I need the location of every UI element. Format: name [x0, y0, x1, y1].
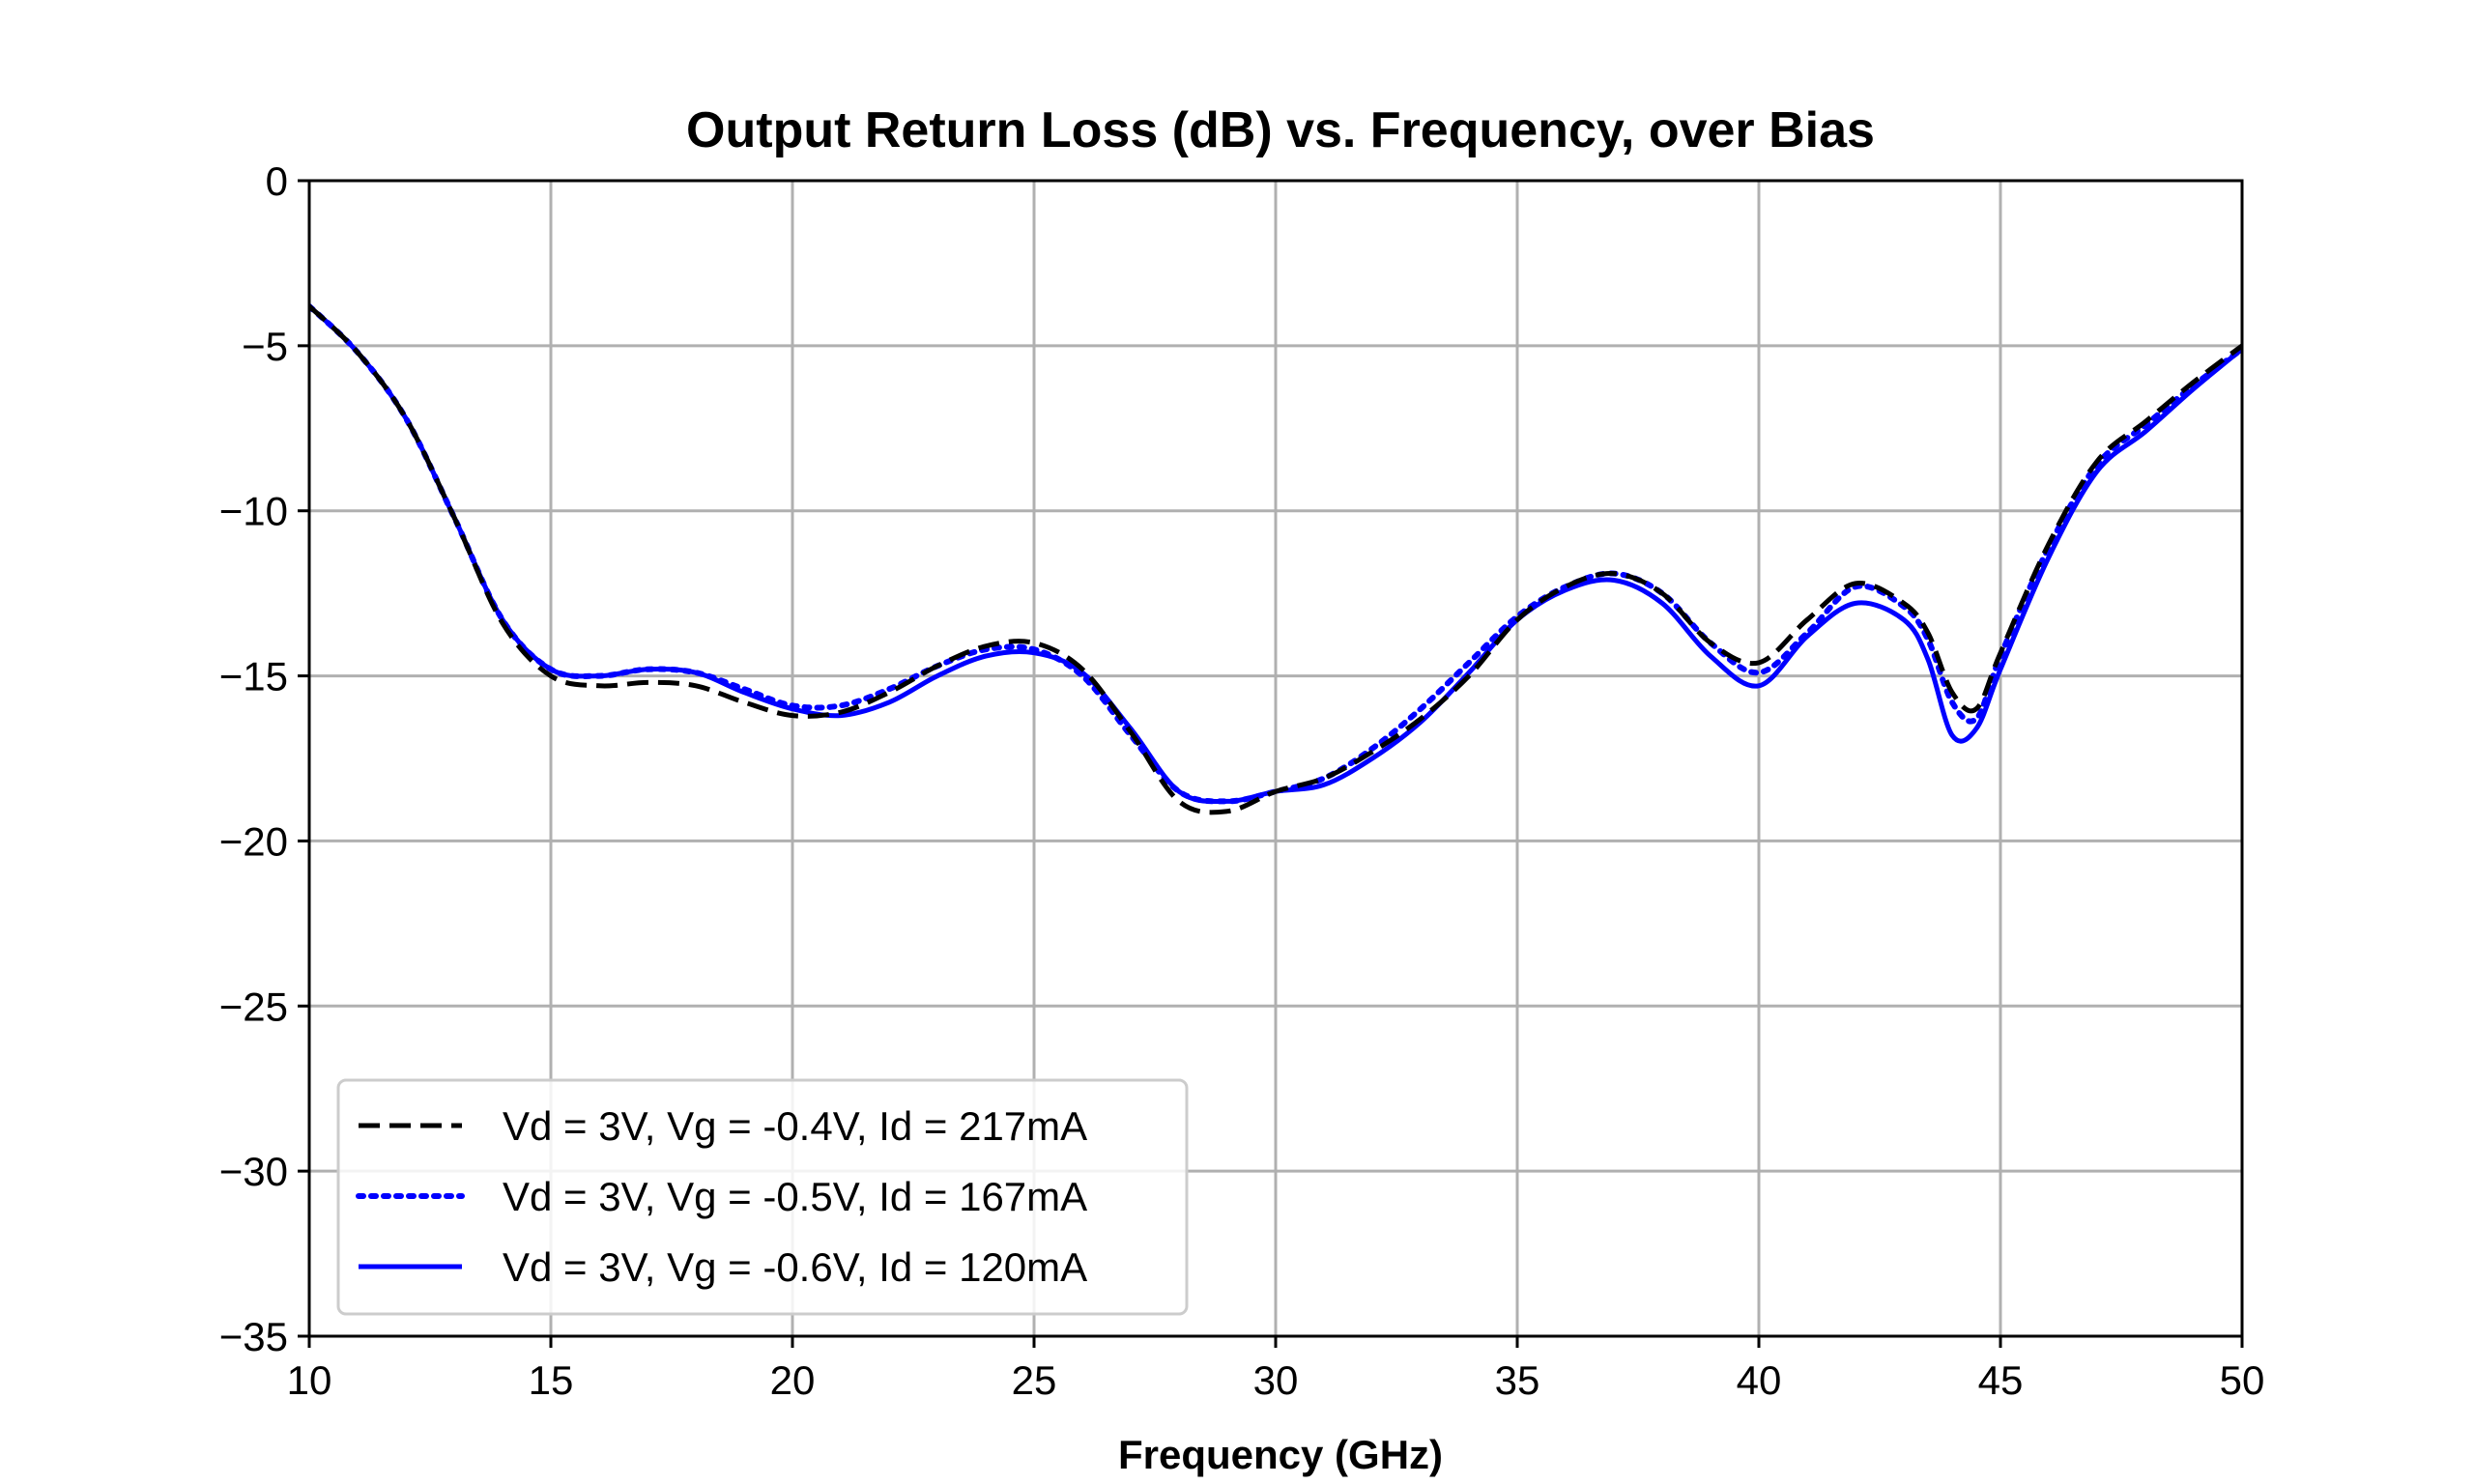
y-tick-label: −10 — [219, 489, 288, 534]
x-tick-label: 25 — [1012, 1357, 1057, 1403]
y-tick-label: −15 — [219, 654, 288, 699]
x-tick-label: 20 — [770, 1357, 816, 1403]
series-layer — [309, 302, 2242, 815]
legend-label-1: Vd = 3V, Vg = -0.4V, Id = 217mA — [503, 1103, 1087, 1149]
y-tick-label: −25 — [219, 984, 288, 1029]
x-tick-label: 40 — [1737, 1357, 1782, 1403]
y-tick-label: 0 — [266, 158, 288, 204]
y-tick-label: −5 — [242, 324, 288, 369]
legend-label-3: Vd = 3V, Vg = -0.6V, Id = 120mA — [503, 1244, 1087, 1290]
y-tick-label: −35 — [219, 1314, 288, 1359]
x-tick-label: 10 — [287, 1357, 332, 1403]
x-tick-label: 50 — [2220, 1357, 2265, 1403]
x-axis: 10 15 20 25 30 35 40 45 50 — [287, 1336, 2265, 1403]
x-tick-label: 30 — [1253, 1357, 1299, 1403]
y-tick-label: −30 — [219, 1149, 288, 1194]
legend-box — [336, 1078, 1189, 1316]
x-tick-label: 15 — [529, 1357, 574, 1403]
y-tick-label: −20 — [219, 818, 288, 864]
x-tick-label: 35 — [1495, 1357, 1540, 1403]
x-tick-label: 45 — [1978, 1357, 2024, 1403]
legend-label-2: Vd = 3V, Vg = -0.5V, Id = 167mA — [503, 1174, 1087, 1219]
x-axis-label: Frequency (GHz) — [1118, 1432, 1443, 1477]
chart-title: Output Return Loss (dB) vs. Frequency, o… — [686, 102, 1875, 158]
y-axis: 0 −5 −10 −15 −20 −25 −30 −35 — [219, 158, 309, 1359]
legend: Vd = 3V, Vg = -0.4V, Id = 217mA Vd = 3V, … — [336, 1078, 1189, 1316]
